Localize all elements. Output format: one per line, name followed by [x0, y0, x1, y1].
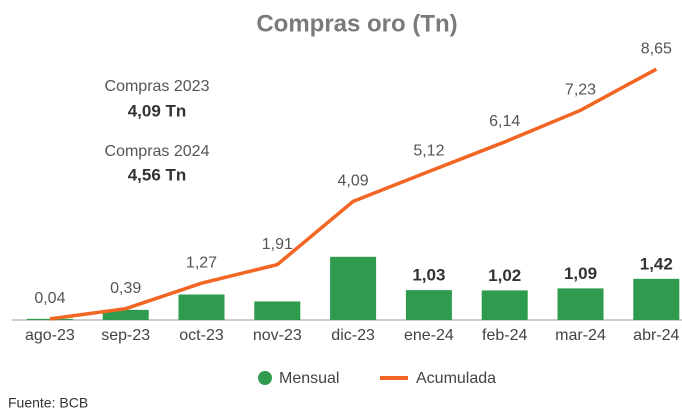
annotation: Compras 2024	[105, 143, 210, 160]
line-label: 8,65	[641, 40, 672, 57]
bar	[557, 288, 604, 320]
x-tick-label: nov-23	[253, 327, 302, 344]
bar	[178, 294, 225, 320]
annotation: 4,56 Tn	[128, 165, 187, 184]
annotation: Compras 2023	[105, 78, 210, 95]
bar-label: 1,02	[488, 266, 521, 285]
bar-label: 1,09	[564, 264, 597, 283]
line-label: 4,09	[338, 173, 369, 190]
legend-label: Mensual	[279, 370, 339, 387]
line-label: 7,23	[565, 82, 596, 99]
bar	[330, 256, 377, 320]
bar-label: 1,03	[412, 266, 445, 285]
bar	[254, 301, 301, 320]
line-label: 1,91	[262, 236, 293, 253]
x-tick-label: feb-24	[482, 327, 527, 344]
x-tick-label: abr-24	[633, 327, 679, 344]
line-label: 0,39	[110, 280, 141, 297]
x-tick-label: ago-23	[25, 327, 75, 344]
bar	[102, 309, 149, 320]
bar-label: 1,42	[640, 254, 673, 273]
line	[49, 67, 658, 321]
bar	[26, 318, 73, 320]
x-tick-label: sep-23	[101, 327, 150, 344]
legend-label: Acumulada	[416, 370, 496, 387]
bar	[633, 278, 680, 320]
annotation: 4,09 Tn	[128, 101, 187, 120]
line-label: 1,27	[186, 254, 217, 271]
source: Fuente: BCB	[8, 395, 88, 411]
legend-swatch	[258, 371, 272, 385]
x-tick-label: mar-24	[555, 327, 606, 344]
x-tick-label: oct-23	[179, 327, 224, 344]
x-tick-label: ene-24	[404, 327, 454, 344]
x-tick-label: dic-23	[331, 327, 375, 344]
chart-title: Compras oro (Tn)	[256, 10, 457, 37]
bar	[481, 290, 528, 320]
line-label: 0,04	[34, 290, 65, 307]
line-label: 5,12	[413, 143, 444, 160]
bar	[405, 290, 452, 320]
line-label: 6,14	[489, 113, 520, 130]
